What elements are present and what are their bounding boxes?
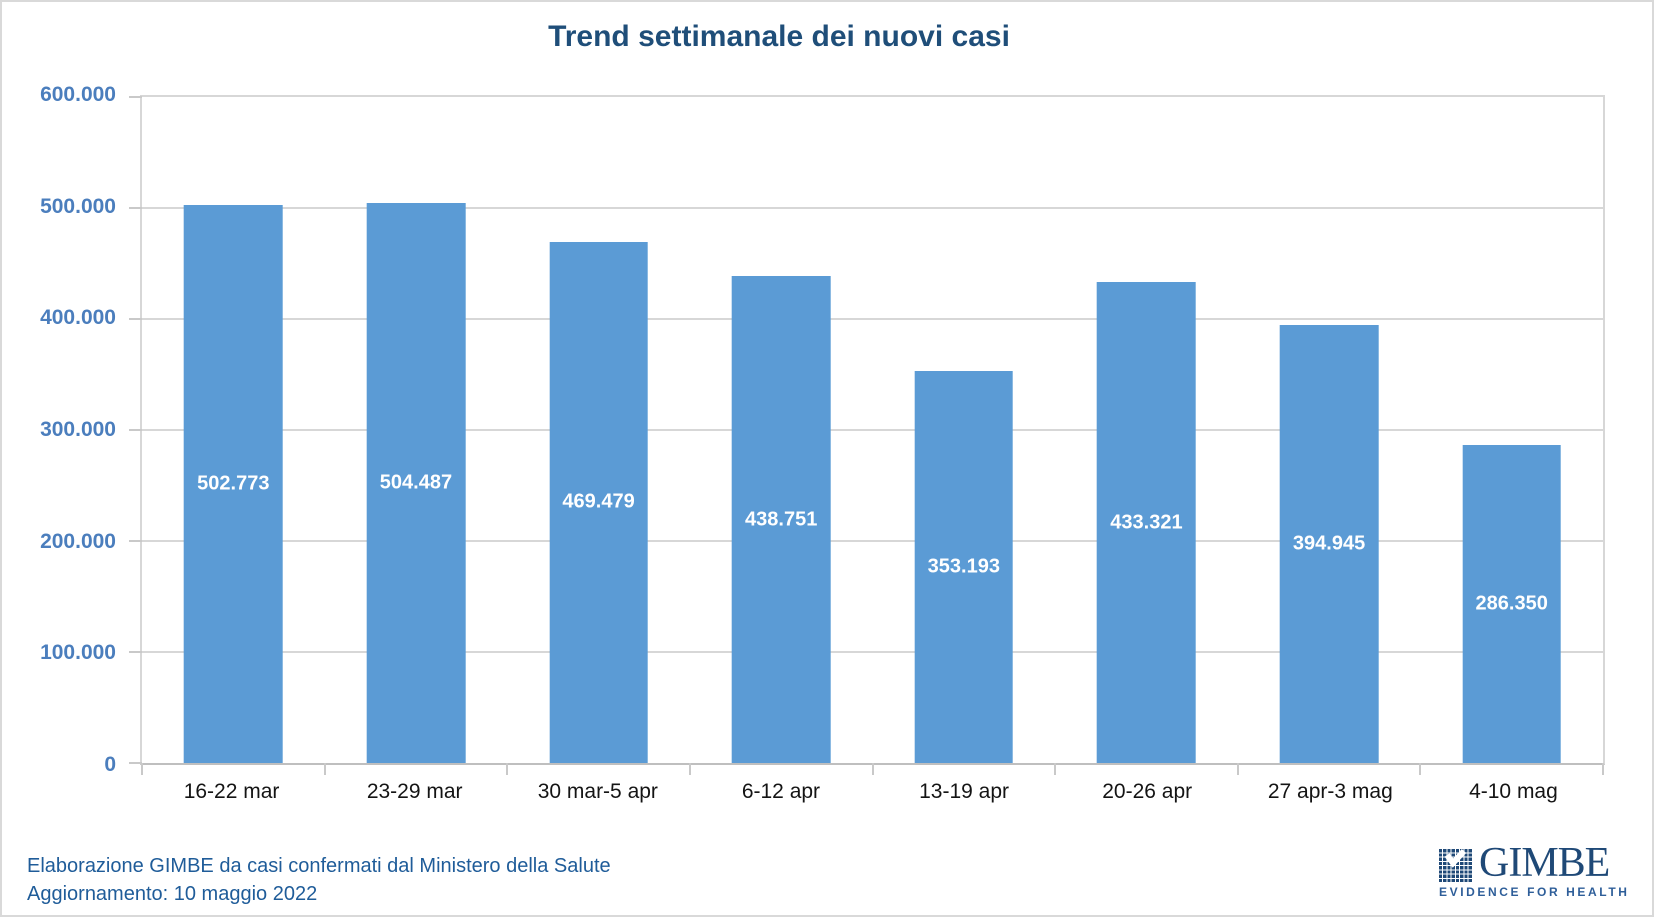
bar-slot: 433.321 [1055, 97, 1238, 763]
bar-value-label: 438.751 [745, 508, 818, 530]
bar: 504.487 [366, 203, 466, 763]
x-axis-category-label: 20-26 apr [1102, 780, 1193, 803]
bar-value-label: 353.193 [927, 555, 1000, 578]
bar-value-label: 504.487 [379, 471, 453, 494]
y-axis-tick-mark [129, 207, 142, 209]
y-axis-tick-mark [129, 540, 142, 542]
y-axis-tick-mark [129, 96, 142, 98]
gridline [142, 540, 1603, 542]
x-axis-tick-mark [871, 763, 874, 775]
bar-value-label: 469.479 [562, 490, 635, 513]
gimbe-logo-tagline: EVIDENCE FOR HEALTH [1439, 885, 1630, 899]
checkmark-icon [1444, 848, 1467, 868]
bar-slot: 502.773 [142, 97, 325, 763]
bar-slot: 504.487 [325, 97, 508, 763]
x-axis-tick-mark [1602, 763, 1604, 775]
gimbe-grid-check-logo-icon [1439, 848, 1473, 882]
y-axis-tick-label: 0 [104, 753, 116, 776]
y-axis-tick-label: 300.000 [40, 418, 116, 441]
x-axis-labels: 16-22 mar 23-29 mar 30 mar-5 apr 6-12 apr 13… [140, 780, 1605, 810]
bar-slot: 469.479 [507, 97, 690, 763]
bar-value-label: 433.321 [1110, 511, 1183, 533]
x-axis-tick-mark [1419, 763, 1422, 775]
y-axis-tick-label: 400.000 [40, 306, 116, 330]
y-axis-labels: 0 100.000 200.000 300.000 400.000 500.000 600.… [2, 83, 116, 776]
x-axis-tick-mark [1236, 763, 1239, 775]
bar-slot: 394.945 [1238, 97, 1421, 763]
source-line: Elaborazione GIMBE da casi confermati da… [27, 855, 611, 877]
x-axis-category-label: 13-19 apr [919, 780, 1010, 803]
gimbe-logo-top: GIMBE [1439, 840, 1630, 886]
bar-slot: 438.751 [690, 97, 873, 763]
chart-title: Trend settimanale dei nuovi casi [548, 20, 1010, 53]
bars-layer: 502.773 504.487 469.479 438.751 353.193 433.3… [142, 97, 1603, 763]
gridline [142, 651, 1603, 653]
x-axis-category-label: 6-12 apr [741, 780, 821, 803]
gimbe-logo: GIMBE EVIDENCE FOR HEALTH [1439, 840, 1630, 899]
bar: 502.773 [184, 204, 283, 763]
bar: 469.479 [549, 241, 648, 763]
bar: 286.350 [1462, 445, 1561, 763]
bar-slot: 286.350 [1420, 97, 1603, 763]
bar: 433.321 [1097, 282, 1196, 763]
x-axis-category-label: 4-10 mag [1469, 780, 1558, 803]
bar-slot: 353.193 [873, 97, 1056, 763]
x-axis-category-label: 30 mar-5 apr [537, 780, 658, 803]
y-axis-tick-mark [129, 429, 142, 431]
update-line: Aggiornamento: 10 maggio 2022 [27, 883, 318, 905]
bar-value-label: 286.350 [1475, 592, 1548, 615]
y-axis-tick-label: 200.000 [40, 529, 116, 553]
gridline [142, 207, 1603, 209]
y-axis-tick-label: 500.000 [40, 194, 116, 218]
plot-area: 502.773 504.487 469.479 438.751 353.193 433.3… [129, 95, 1605, 775]
x-axis-tick-mark [141, 763, 143, 775]
bar: 353.193 [914, 370, 1014, 763]
x-axis-tick-mark [323, 763, 326, 775]
bar: 394.945 [1279, 324, 1379, 763]
y-axis-tick-mark [129, 762, 142, 764]
x-axis-tick-mark [506, 763, 509, 775]
bar-value-label: 394.945 [1292, 532, 1366, 555]
gimbe-logo-wordmark: GIMBE [1479, 840, 1610, 886]
source-footer: Elaborazione GIMBE da casi confermati da… [27, 852, 611, 908]
x-axis-tick-mark [688, 763, 691, 775]
bar: 438.751 [731, 276, 831, 763]
x-axis-category-label: 23-29 mar [366, 780, 463, 803]
x-axis-tick-mark [1054, 763, 1057, 775]
y-axis-tick-mark [129, 651, 142, 653]
gridline [142, 429, 1603, 431]
gridline [142, 318, 1603, 320]
y-axis-tick-label: 100.000 [40, 641, 116, 665]
x-axis-category-label: 16-22 mar [183, 780, 280, 803]
bar-value-label: 502.773 [197, 472, 270, 495]
x-axis-category-label: 27 apr-3 mag [1267, 780, 1393, 803]
y-axis-tick-label: 600.000 [40, 83, 116, 106]
y-axis-tick-mark [129, 318, 142, 320]
